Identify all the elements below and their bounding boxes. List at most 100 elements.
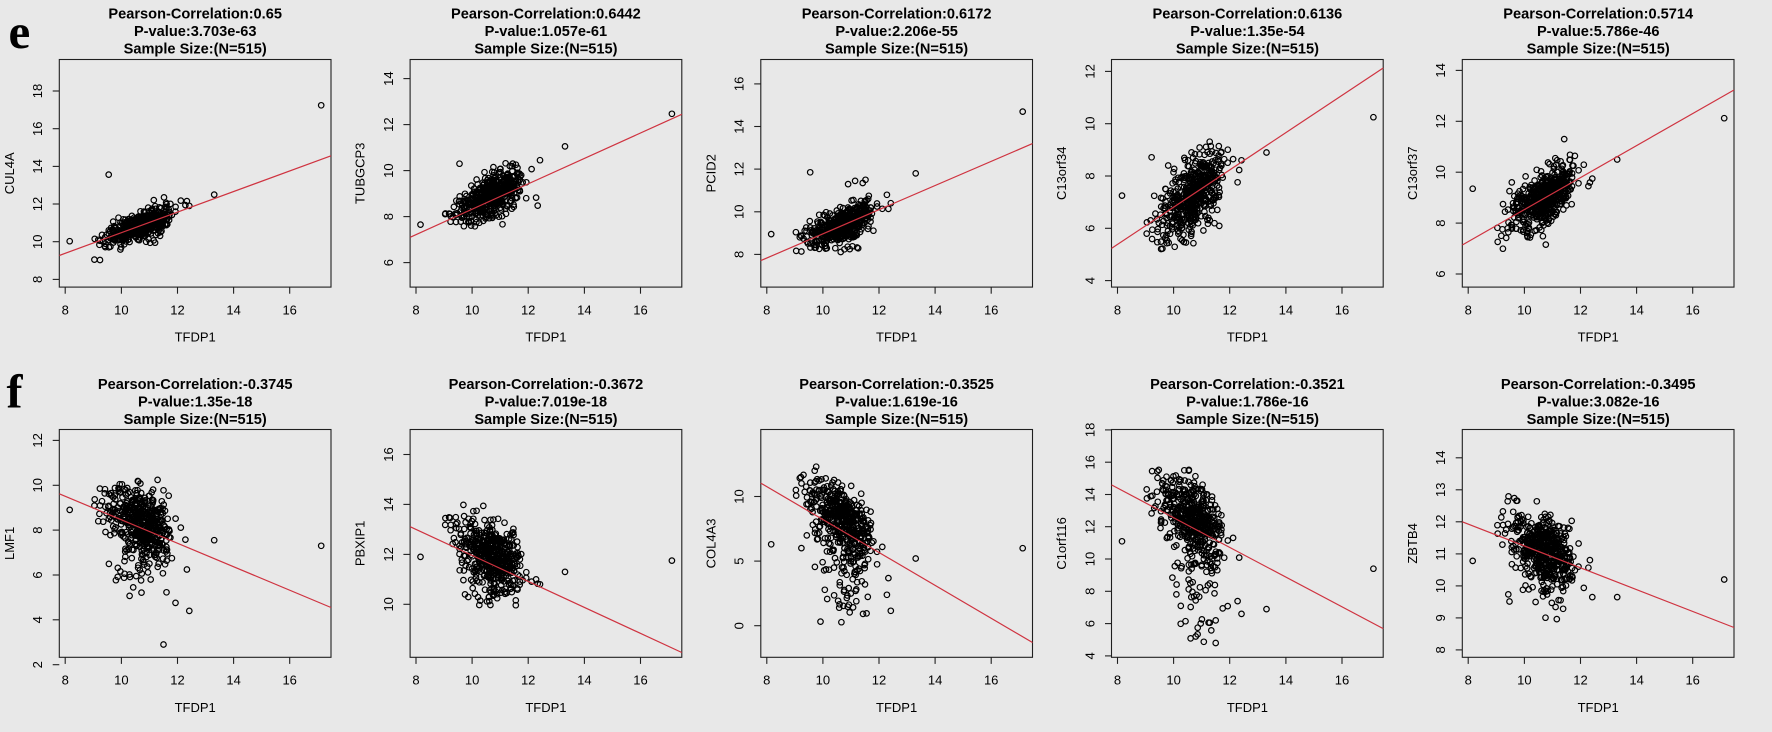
svg-text:8: 8: [1082, 588, 1097, 595]
svg-text:16: 16: [1685, 673, 1699, 688]
svg-text:14: 14: [226, 673, 240, 688]
svg-text:10: 10: [114, 302, 128, 317]
svg-text:8: 8: [62, 673, 69, 688]
svg-text:8: 8: [412, 673, 419, 688]
svg-text:10: 10: [1433, 165, 1448, 179]
svg-text:8: 8: [30, 276, 45, 283]
svg-text:9: 9: [1433, 614, 1448, 621]
svg-text:P-value:1.786e-16: P-value:1.786e-16: [1186, 395, 1309, 411]
svg-text:6: 6: [30, 571, 45, 578]
svg-text:12: 12: [1082, 64, 1097, 78]
svg-text:10: 10: [1433, 579, 1448, 593]
svg-text:Sample Size:(N=515): Sample Size:(N=515): [825, 42, 968, 58]
svg-text:C13orf37: C13orf37: [1405, 147, 1420, 200]
svg-text:14: 14: [1082, 487, 1097, 501]
svg-text:TFDP1: TFDP1: [1578, 330, 1619, 345]
svg-text:10: 10: [381, 163, 396, 177]
svg-text:12: 12: [1573, 302, 1587, 317]
svg-text:8: 8: [1465, 673, 1472, 688]
svg-text:6: 6: [1082, 225, 1097, 232]
svg-text:C13orf34: C13orf34: [1054, 147, 1069, 200]
svg-text:11: 11: [1433, 547, 1448, 561]
svg-text:16: 16: [1335, 302, 1349, 317]
svg-text:16: 16: [1082, 455, 1097, 469]
svg-text:Pearson-Correlation:-0.3745: Pearson-Correlation:-0.3745: [98, 377, 293, 393]
svg-text:TFDP1: TFDP1: [876, 700, 917, 715]
svg-text:10: 10: [1082, 552, 1097, 566]
svg-text:P-value:1.35e-54: P-value:1.35e-54: [1190, 24, 1305, 40]
svg-text:12: 12: [1573, 673, 1587, 688]
svg-text:16: 16: [633, 302, 647, 317]
svg-text:13: 13: [1433, 483, 1448, 497]
svg-text:P-value:1.35e-18: P-value:1.35e-18: [138, 395, 252, 411]
svg-text:10: 10: [381, 597, 396, 611]
svg-text:Pearson-Correlation:-0.3521: Pearson-Correlation:-0.3521: [1150, 377, 1345, 393]
svg-text:Pearson-Correlation:0.65: Pearson-Correlation:0.65: [108, 7, 282, 23]
svg-text:Sample Size:(N=515): Sample Size:(N=515): [1527, 412, 1670, 428]
svg-text:8: 8: [1114, 673, 1121, 688]
svg-text:6: 6: [381, 259, 396, 266]
svg-text:Sample Size:(N=515): Sample Size:(N=515): [825, 412, 968, 428]
svg-text:10: 10: [465, 302, 479, 317]
svg-text:14: 14: [928, 673, 942, 688]
svg-text:Sample Size:(N=515): Sample Size:(N=515): [1176, 42, 1319, 58]
svg-text:f: f: [7, 365, 24, 418]
svg-text:8: 8: [732, 251, 747, 258]
svg-text:LMF1: LMF1: [2, 527, 17, 560]
svg-text:Sample Size:(N=515): Sample Size:(N=515): [1527, 42, 1670, 58]
svg-text:14: 14: [1433, 63, 1448, 77]
svg-text:e: e: [9, 4, 31, 59]
svg-text:0: 0: [732, 622, 747, 629]
svg-text:14: 14: [381, 497, 396, 511]
svg-text:Sample Size:(N=515): Sample Size:(N=515): [1176, 412, 1319, 428]
svg-text:14: 14: [732, 119, 747, 133]
svg-text:16: 16: [984, 302, 998, 317]
svg-text:TFDP1: TFDP1: [1578, 700, 1619, 715]
svg-text:12: 12: [30, 197, 45, 211]
svg-text:16: 16: [381, 447, 396, 461]
svg-text:16: 16: [633, 673, 647, 688]
svg-text:6: 6: [1082, 620, 1097, 627]
svg-text:8: 8: [1082, 172, 1097, 179]
svg-text:P-value:5.786e-46: P-value:5.786e-46: [1537, 24, 1660, 40]
svg-text:12: 12: [30, 433, 45, 447]
svg-text:4: 4: [1082, 277, 1097, 284]
svg-text:12: 12: [872, 302, 886, 317]
svg-text:10: 10: [1166, 302, 1180, 317]
svg-text:8: 8: [1433, 219, 1448, 226]
svg-text:ZBTB4: ZBTB4: [1405, 523, 1420, 563]
svg-text:Pearson-Correlation:0.6136: Pearson-Correlation:0.6136: [1153, 7, 1343, 23]
svg-text:Sample Size:(N=515): Sample Size:(N=515): [474, 412, 617, 428]
svg-text:TFDP1: TFDP1: [1227, 330, 1268, 345]
svg-text:8: 8: [763, 302, 770, 317]
svg-text:4: 4: [30, 616, 45, 623]
svg-text:CUL4A: CUL4A: [2, 152, 17, 194]
svg-text:TUBGCP3: TUBGCP3: [353, 143, 368, 204]
svg-text:14: 14: [928, 302, 942, 317]
svg-text:10: 10: [816, 673, 830, 688]
svg-text:TFDP1: TFDP1: [525, 330, 566, 345]
svg-text:12: 12: [521, 302, 535, 317]
svg-text:10: 10: [1517, 302, 1531, 317]
svg-text:Pearson-Correlation:-0.3495: Pearson-Correlation:-0.3495: [1501, 377, 1696, 393]
svg-text:14: 14: [381, 71, 396, 85]
svg-text:12: 12: [1433, 515, 1448, 529]
svg-text:14: 14: [226, 302, 240, 317]
svg-text:12: 12: [521, 673, 535, 688]
svg-text:8: 8: [763, 673, 770, 688]
svg-text:14: 14: [30, 159, 45, 173]
svg-text:16: 16: [282, 673, 296, 688]
svg-text:16: 16: [732, 77, 747, 91]
svg-text:PCID2: PCID2: [703, 154, 718, 192]
svg-text:12: 12: [170, 302, 184, 317]
svg-text:12: 12: [381, 547, 396, 561]
svg-text:14: 14: [1629, 673, 1643, 688]
svg-text:10: 10: [30, 234, 45, 248]
svg-text:P-value:1.619e-16: P-value:1.619e-16: [835, 395, 958, 411]
svg-text:10: 10: [114, 673, 128, 688]
svg-text:12: 12: [1433, 114, 1448, 128]
svg-text:Pearson-Correlation:-0.3672: Pearson-Correlation:-0.3672: [449, 377, 644, 393]
svg-text:10: 10: [1517, 673, 1531, 688]
svg-text:8: 8: [1465, 302, 1472, 317]
svg-text:10: 10: [732, 489, 747, 503]
